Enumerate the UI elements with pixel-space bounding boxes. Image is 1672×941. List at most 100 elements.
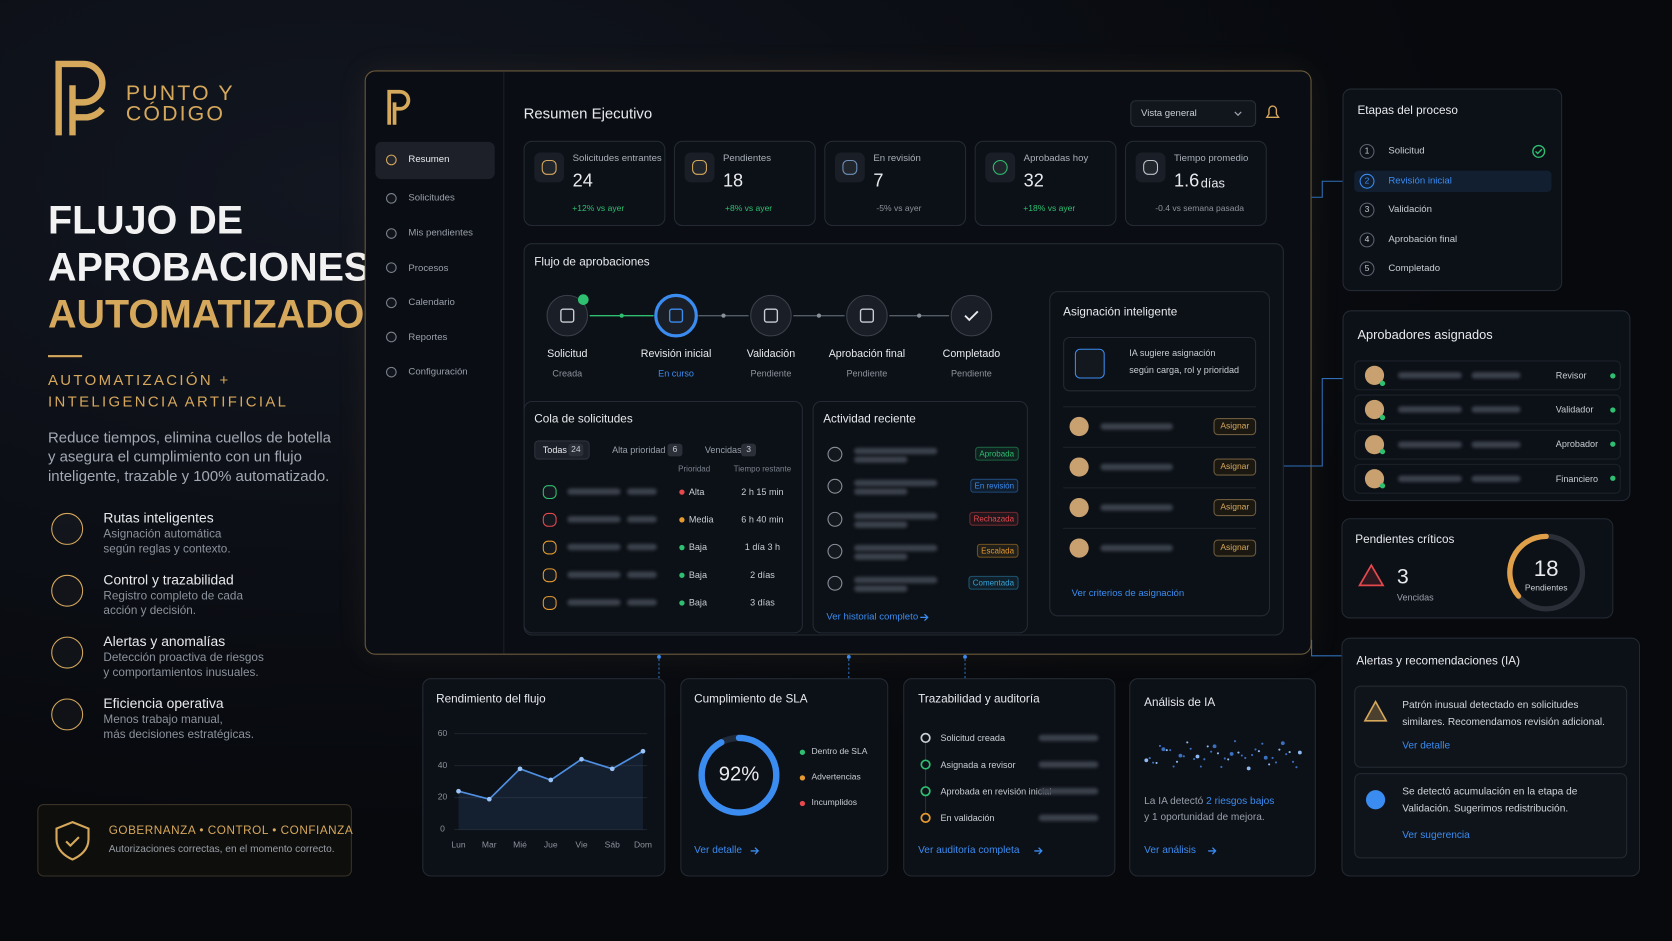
row-divider: [1063, 527, 1257, 529]
status-dot: [1379, 449, 1385, 455]
redacted-text: [1100, 544, 1173, 552]
stage-label: Validación: [1388, 204, 1432, 215]
y-tick-label: 60: [437, 728, 448, 738]
tab-label[interactable]: Todas: [542, 444, 567, 456]
status-badge: En revisión: [970, 479, 1019, 493]
assign-button-label[interactable]: Asignar: [1220, 502, 1250, 512]
icon: [51, 636, 84, 669]
link[interactable]: Ver detalle: [1402, 740, 1451, 752]
step-status: Pendiente: [846, 367, 888, 379]
redacted-text: [1038, 814, 1099, 822]
icon: [51, 574, 84, 607]
legend-item: Advertencias: [811, 772, 861, 782]
approver-role: Revisor: [1555, 369, 1587, 381]
stage-number-ring: [1359, 143, 1375, 159]
time-left: 1 día 3 h: [744, 541, 781, 553]
redacted-text: [567, 516, 621, 523]
assign-button[interactable]: [1213, 539, 1257, 557]
hero-description: y asegura el cumplimiento con un flujo: [47, 448, 302, 466]
link[interactable]: Ver detalle: [694, 844, 743, 857]
sidebar-item[interactable]: Mis pendientes: [408, 227, 473, 238]
row-divider: [1063, 487, 1257, 489]
tab-count-bg: [741, 443, 757, 457]
approver-role: Validador: [1555, 404, 1594, 415]
redacted-text: [854, 456, 908, 463]
link[interactable]: Ver auditoría completa: [918, 844, 1020, 857]
icon: [386, 366, 397, 378]
sidebar-item[interactable]: Configuración: [408, 366, 468, 377]
section-title: Asignación inteligente: [1063, 306, 1178, 320]
ai-text: y 1 oportunidad de mejora.: [1144, 811, 1265, 824]
connector: [1311, 639, 1342, 657]
assign-button-label[interactable]: Asignar: [1220, 461, 1250, 472]
assign-button[interactable]: [1213, 499, 1257, 517]
sidebar-item[interactable]: Reportes: [408, 331, 448, 343]
status-dot: [1069, 416, 1089, 437]
step-name: Revisión inicial: [640, 348, 712, 361]
status-dot: [1364, 400, 1385, 420]
status-badge: Rechazada: [969, 511, 1019, 526]
row-bg: [1354, 360, 1621, 391]
redacted-text: [627, 599, 657, 606]
redacted-text: [1038, 788, 1099, 795]
status-dot: [1609, 441, 1615, 447]
y-tick-label: 20: [437, 792, 448, 802]
feature-title: Control y trazabilidad: [103, 571, 234, 588]
kpi-value: 24: [572, 171, 593, 192]
link[interactable]: Ver sugerencia: [1402, 829, 1470, 842]
table-header: Prioridad: [678, 464, 711, 474]
tab-label[interactable]: Alta prioridad: [612, 444, 666, 456]
status-dot: [678, 488, 685, 495]
kpi-label: En revisión: [873, 152, 921, 164]
sidebar-item[interactable]: Solicitudes: [408, 192, 455, 204]
kpi-unit: días: [1200, 175, 1225, 191]
feature-desc: Menos trabajo manual,: [103, 713, 223, 727]
redacted-text: [1397, 441, 1462, 448]
stage-number: 4: [1364, 234, 1370, 244]
hero-title: APROBACIONES: [47, 245, 371, 290]
link[interactable]: Ver análisis: [1144, 844, 1196, 857]
tab-label[interactable]: Vencidas: [704, 444, 742, 456]
priority: Baja: [688, 596, 707, 608]
sidebar-item[interactable]: Calendario: [408, 296, 455, 308]
row-bg: [1354, 429, 1621, 460]
alert-text: Se detectó acumulación en la etapa de: [1402, 786, 1578, 798]
brand-logo: [55, 60, 106, 136]
assign-button-label[interactable]: Asignar: [1220, 421, 1250, 431]
icon: [827, 446, 843, 462]
redacted-text: [1100, 463, 1173, 471]
assign-button-label[interactable]: Asignar: [1220, 542, 1250, 553]
step-name: Aprobación final: [828, 348, 906, 361]
governance-text: Autorizaciones correctas, en el momento …: [108, 843, 335, 856]
assign-button[interactable]: [1213, 458, 1257, 476]
link[interactable]: Ver criterios de asignación: [1071, 587, 1185, 599]
sidebar-item[interactable]: Procesos: [408, 261, 449, 273]
dropdown-label[interactable]: Vista general: [1140, 108, 1197, 119]
redacted-text: [1471, 475, 1521, 482]
status-dot: [1364, 365, 1385, 385]
hero-description: inteligente, trazable y 100% automatizad…: [47, 467, 330, 485]
redacted-text: [1038, 734, 1099, 742]
icon: [386, 332, 397, 343]
icon: [1143, 159, 1159, 175]
status-dot: [799, 800, 805, 806]
kpi-value: 18: [722, 171, 744, 192]
step-name: Completado: [942, 348, 1001, 361]
icon: [827, 479, 843, 495]
redacted-text: [854, 447, 938, 455]
sidebar-item[interactable]: Resumen: [408, 153, 450, 165]
kpi-label: Tiempo promedio: [1174, 152, 1249, 164]
status-dot: [799, 749, 805, 755]
redacted-text: [1397, 372, 1462, 379]
redacted-text: [854, 480, 938, 487]
feature-title: Eficiencia operativa: [103, 695, 224, 712]
link[interactable]: Ver historial completo: [826, 611, 919, 623]
row-divider: [1063, 446, 1257, 448]
redacted-text: [627, 488, 657, 495]
status-badge: Escalada: [976, 543, 1019, 558]
feature-desc: Detección proactiva de riesgos: [103, 651, 264, 665]
governance-title: GOBERNANZA • CONTROL • CONFIANZA: [108, 824, 354, 838]
assign-button[interactable]: [1213, 418, 1257, 436]
icon: [386, 154, 397, 166]
